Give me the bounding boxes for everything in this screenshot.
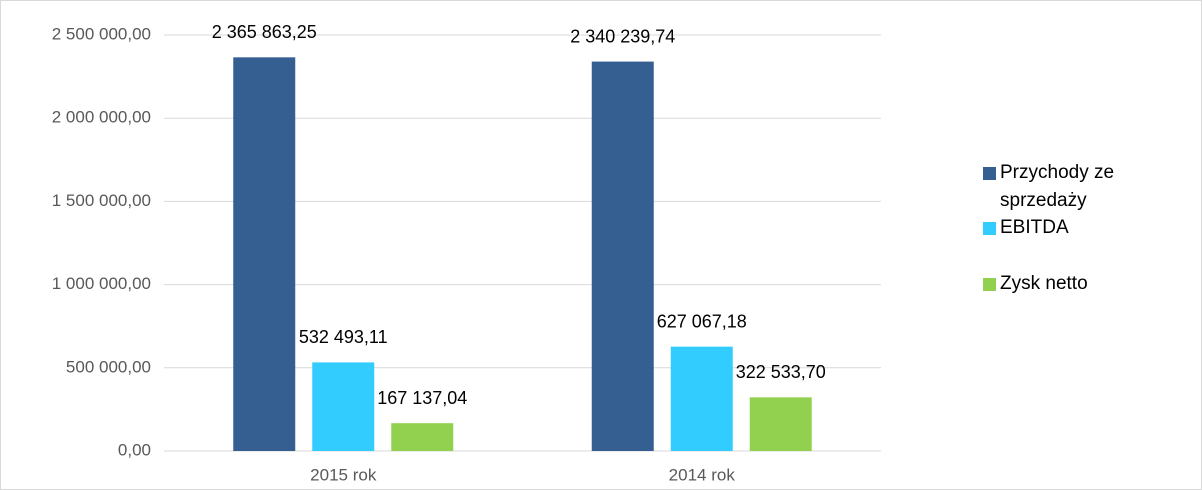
y-tick-label: 1 500 000,00 — [52, 191, 151, 210]
x-tick-label: 2014 rok — [669, 465, 736, 484]
legend-label: EBITDA — [1000, 217, 1069, 238]
legend-swatch — [983, 167, 996, 180]
legend-item: Przychody ze sprzedaży — [983, 159, 1143, 215]
y-tick-label: 1 000 000,00 — [52, 274, 151, 293]
bar — [670, 346, 733, 451]
y-tick-label: 500 000,00 — [66, 357, 151, 376]
y-tick-label: 2 500 000,00 — [52, 24, 151, 43]
bar — [591, 61, 654, 451]
data-label: 627 067,18 — [657, 311, 747, 331]
y-tick-label: 0,00 — [118, 440, 151, 459]
data-label: 167 137,04 — [377, 388, 467, 408]
legend-item: EBITDA — [983, 214, 1143, 242]
legend-swatch — [983, 222, 996, 235]
legend-label: Przychody ze sprzedaży — [1000, 162, 1115, 211]
legend-item: Zysk netto — [983, 270, 1143, 298]
y-tick-label: 2 000 000,00 — [52, 108, 151, 127]
bar — [233, 57, 296, 452]
x-tick-label: 2015 rok — [310, 465, 377, 484]
data-label: 2 365 863,25 — [212, 22, 317, 42]
legend-swatch — [983, 278, 996, 291]
bar — [391, 423, 454, 451]
legend-label: Zysk netto — [1000, 273, 1088, 294]
data-label: 532 493,11 — [299, 327, 388, 347]
data-label: 322 533,70 — [736, 362, 826, 382]
data-label: 2 340 239,74 — [570, 26, 675, 46]
bar — [312, 362, 375, 451]
bar — [749, 397, 812, 451]
